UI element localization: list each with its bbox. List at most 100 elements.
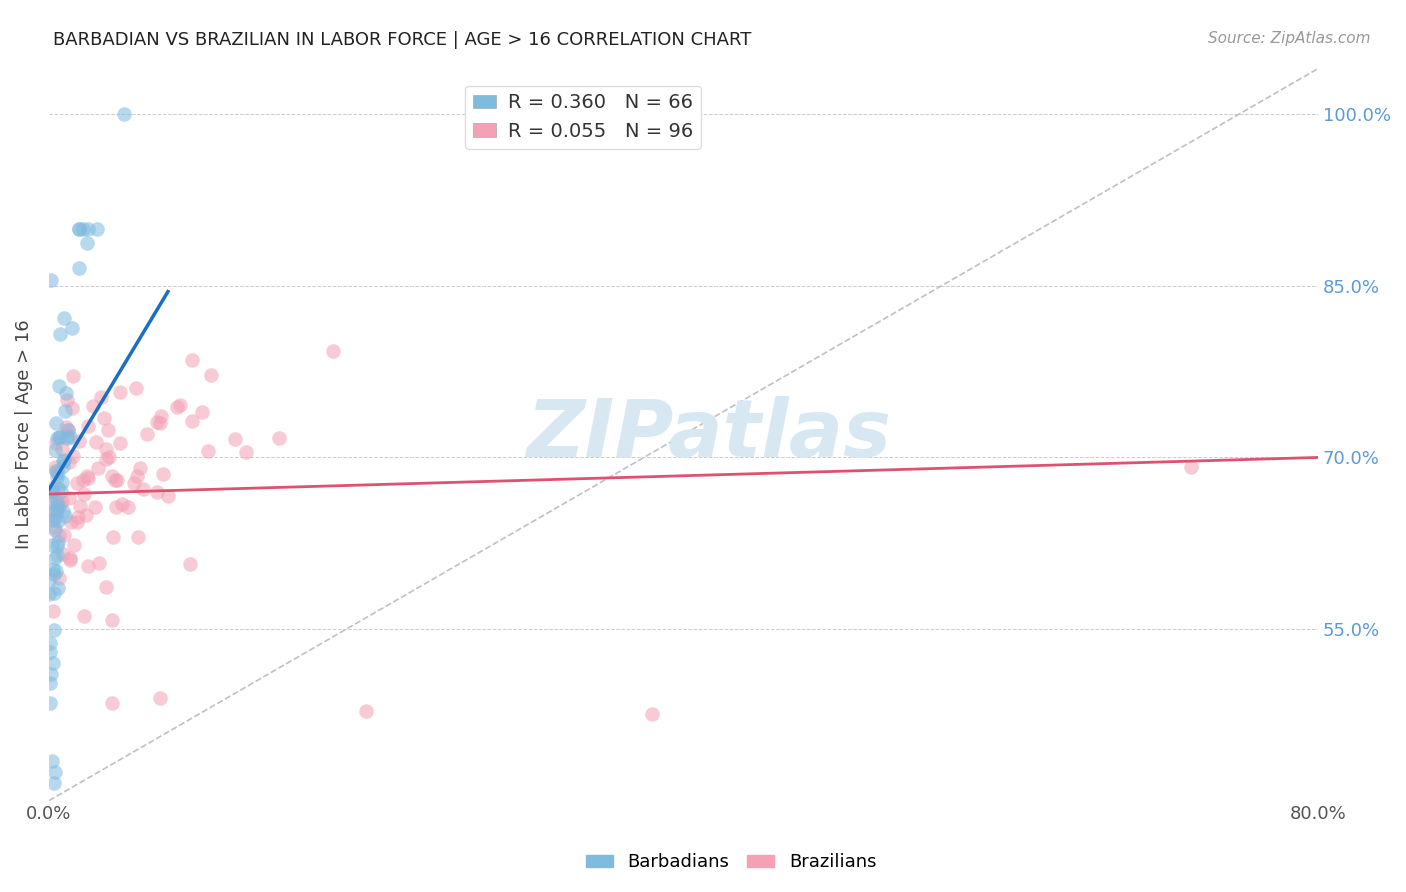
Point	[67, 434, 90, 449]
Text: ZIPatlas: ZIPatlas	[526, 395, 891, 474]
Point	[72, 474, 94, 488]
Point	[45, 464, 67, 478]
Point	[87, 556, 110, 570]
Point	[131, 482, 153, 496]
Point	[60, 401, 83, 415]
Point	[66, 476, 89, 491]
Point	[76, 468, 98, 483]
Point	[179, 557, 201, 571]
Point	[145, 415, 167, 429]
Point	[41, 538, 63, 552]
Point	[69, 221, 91, 235]
Point	[101, 613, 124, 627]
Point	[200, 368, 222, 382]
Point	[69, 499, 91, 513]
Point	[53, 509, 76, 524]
Point	[108, 384, 131, 399]
Point	[39, 666, 62, 681]
Point	[104, 473, 127, 487]
Point	[52, 311, 75, 326]
Point	[42, 623, 65, 637]
Point	[75, 508, 97, 522]
Point	[84, 435, 107, 450]
Point	[181, 353, 204, 368]
Point	[157, 489, 180, 503]
Point	[58, 551, 80, 566]
Point	[45, 464, 67, 478]
Point	[44, 510, 66, 524]
Point	[108, 435, 131, 450]
Point	[45, 496, 67, 510]
Point	[93, 411, 115, 425]
Point	[56, 423, 79, 437]
Point	[44, 764, 66, 779]
Point	[181, 414, 204, 428]
Point	[101, 468, 124, 483]
Point	[58, 491, 80, 505]
Point	[76, 235, 98, 250]
Point	[641, 706, 664, 721]
Point	[41, 483, 63, 498]
Point	[67, 260, 90, 275]
Point	[77, 559, 100, 574]
Point	[48, 528, 70, 542]
Point	[77, 470, 100, 484]
Point	[72, 221, 94, 235]
Point	[44, 460, 66, 475]
Point	[39, 273, 62, 287]
Point	[124, 381, 146, 395]
Point	[112, 107, 135, 121]
Point	[42, 567, 65, 582]
Point	[62, 369, 84, 384]
Point	[322, 344, 344, 359]
Point	[48, 430, 70, 444]
Point	[127, 469, 149, 483]
Point	[58, 455, 80, 469]
Point	[105, 473, 128, 487]
Point	[235, 444, 257, 458]
Point	[51, 547, 73, 561]
Point	[42, 604, 65, 618]
Point	[52, 458, 75, 473]
Point	[48, 499, 70, 513]
Point	[149, 690, 172, 705]
Point	[53, 453, 76, 467]
Point	[51, 442, 73, 457]
Point	[49, 497, 72, 511]
Point	[49, 430, 72, 444]
Point	[111, 497, 134, 511]
Point	[56, 424, 79, 438]
Point	[86, 221, 108, 235]
Point	[38, 645, 60, 659]
Point	[44, 550, 66, 565]
Point	[55, 431, 77, 445]
Point	[51, 494, 73, 508]
Text: Source: ZipAtlas.com: Source: ZipAtlas.com	[1208, 31, 1371, 46]
Point	[39, 696, 62, 710]
Point	[224, 432, 246, 446]
Point	[39, 513, 62, 527]
Point	[62, 450, 84, 464]
Point	[45, 416, 67, 430]
Point	[117, 500, 139, 515]
Point	[67, 510, 90, 524]
Point	[51, 475, 73, 490]
Point	[46, 470, 69, 484]
Point	[55, 392, 77, 407]
Point	[42, 513, 65, 527]
Text: BARBADIAN VS BRAZILIAN IN LABOR FORCE | AGE > 16 CORRELATION CHART: BARBADIAN VS BRAZILIAN IN LABOR FORCE | …	[53, 31, 752, 49]
Point	[41, 483, 63, 498]
Point	[42, 562, 65, 576]
Point	[49, 327, 72, 342]
Point	[59, 553, 82, 567]
Point	[45, 503, 67, 517]
Point	[45, 540, 67, 554]
Legend: R = 0.360   N = 66, R = 0.055   N = 96: R = 0.360 N = 66, R = 0.055 N = 96	[465, 86, 700, 149]
Point	[269, 431, 291, 445]
Point	[97, 423, 120, 437]
Point	[41, 486, 63, 500]
Point	[73, 609, 96, 624]
Point	[103, 530, 125, 544]
Point	[128, 461, 150, 475]
Point	[96, 581, 118, 595]
